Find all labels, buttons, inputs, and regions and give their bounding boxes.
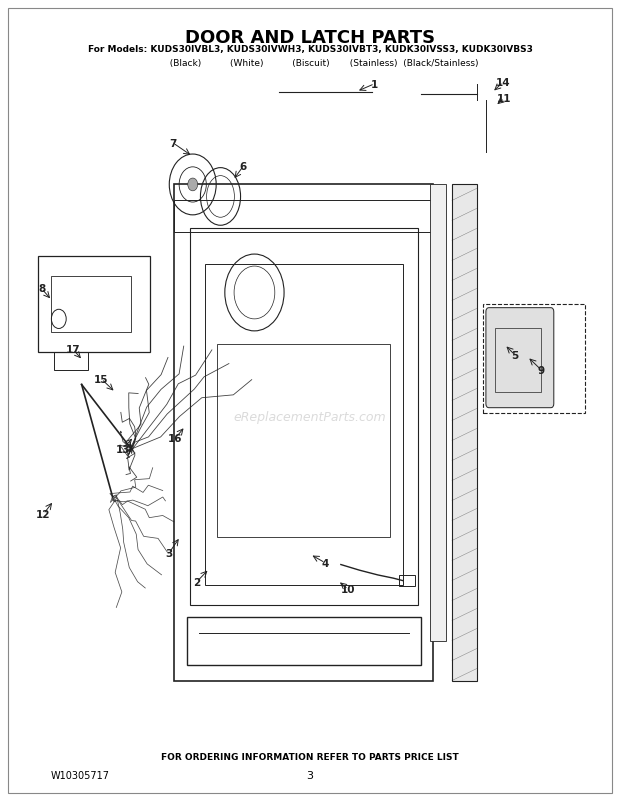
Bar <box>51 277 131 333</box>
Text: 16: 16 <box>168 434 183 444</box>
Bar <box>205 265 402 585</box>
Bar <box>399 575 415 586</box>
Text: 8: 8 <box>38 284 45 294</box>
Text: 15: 15 <box>94 375 108 384</box>
Text: 5: 5 <box>512 350 518 360</box>
Text: 4: 4 <box>322 558 329 569</box>
Circle shape <box>188 179 198 192</box>
FancyBboxPatch shape <box>486 308 554 408</box>
Text: 3: 3 <box>166 548 173 558</box>
Bar <box>218 345 390 537</box>
Text: 12: 12 <box>36 509 51 520</box>
Text: FOR ORDERING INFORMATION REFER TO PARTS PRICE LIST: FOR ORDERING INFORMATION REFER TO PARTS … <box>161 752 459 761</box>
Text: 11: 11 <box>497 94 511 104</box>
Text: 14: 14 <box>496 78 510 88</box>
Text: DOOR AND LATCH PARTS: DOOR AND LATCH PARTS <box>185 30 435 47</box>
Text: (Black)          (White)          (Biscuit)       (Stainless)  (Black/Stainless): (Black) (White) (Biscuit) (Stainless) (B… <box>141 59 479 68</box>
Bar <box>174 185 433 681</box>
Text: 6: 6 <box>240 162 247 172</box>
Bar <box>430 185 446 641</box>
Text: For Models: KUDS30IVBL3, KUDS30IVWH3, KUDS30IVBT3, KUDK30IVSS3, KUDK30IVBS3: For Models: KUDS30IVBL3, KUDS30IVWH3, KU… <box>87 46 533 55</box>
Bar <box>187 617 421 665</box>
Bar <box>190 229 418 605</box>
Text: 2: 2 <box>193 577 200 587</box>
Bar <box>174 201 433 233</box>
Bar <box>54 353 88 371</box>
Text: W10305717: W10305717 <box>51 770 110 780</box>
Text: 3: 3 <box>306 770 314 780</box>
Bar <box>38 257 149 353</box>
Text: 17: 17 <box>66 345 81 354</box>
Text: 1: 1 <box>371 79 378 90</box>
Text: 7: 7 <box>169 139 177 148</box>
Bar <box>495 329 541 393</box>
Text: eReplacementParts.com: eReplacementParts.com <box>234 411 386 423</box>
Bar <box>483 305 585 413</box>
Text: 13: 13 <box>116 444 130 454</box>
Bar <box>452 185 477 681</box>
Text: 9: 9 <box>538 366 545 375</box>
Text: 10: 10 <box>341 585 355 594</box>
